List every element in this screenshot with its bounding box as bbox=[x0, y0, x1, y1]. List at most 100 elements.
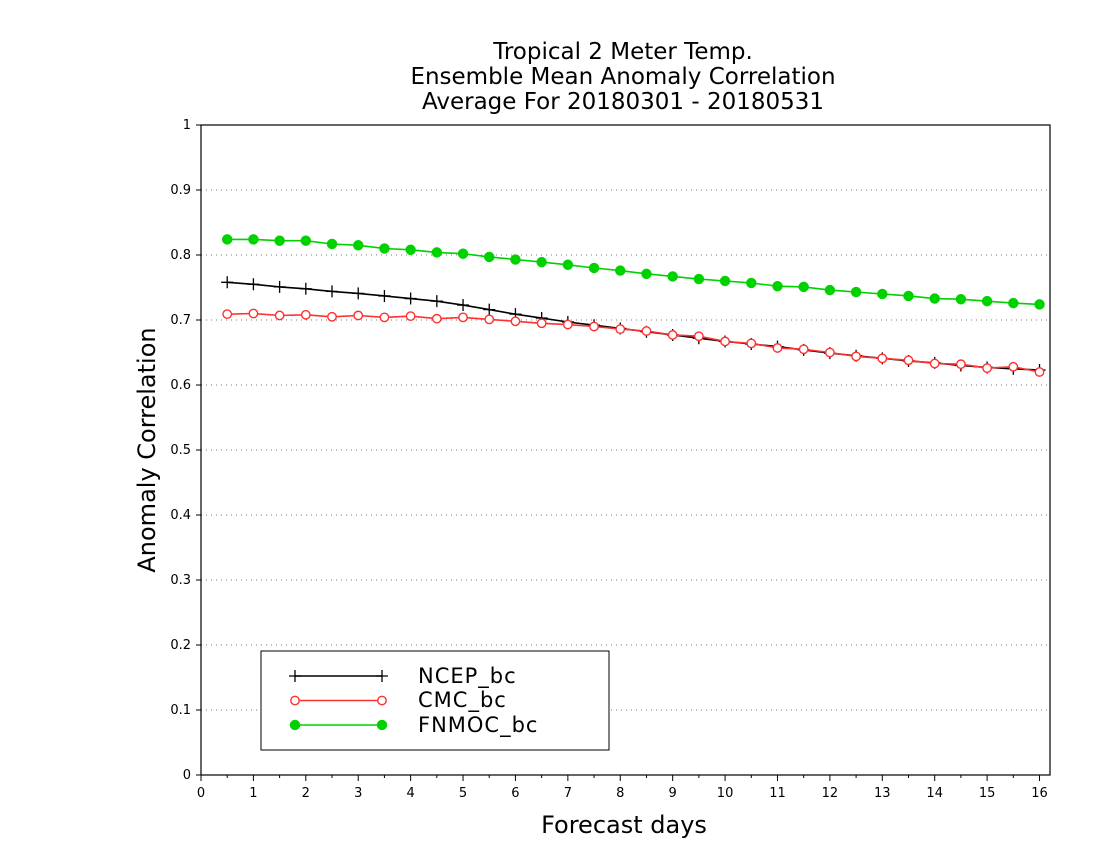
x-tick-label: 7 bbox=[564, 786, 572, 801]
data-point-fnmoc bbox=[248, 234, 259, 245]
data-point-ncep bbox=[221, 276, 234, 289]
data-point-fnmoc bbox=[536, 256, 547, 268]
y-tick-label: 0.8 bbox=[170, 248, 191, 263]
data-point-cmc bbox=[746, 338, 757, 349]
legend-label-cmc: CMC_bc bbox=[418, 688, 507, 713]
legend: NCEP_bc CMC_bc FNMOC_bc bbox=[260, 650, 610, 751]
y-tick-label: 0.9 bbox=[170, 183, 191, 198]
legend-marker-cmc bbox=[377, 695, 387, 706]
x-tick-label: 15 bbox=[979, 786, 996, 801]
y-tick-label: 0.2 bbox=[170, 638, 191, 653]
data-point-cmc bbox=[667, 330, 678, 340]
data-point-fnmoc bbox=[746, 277, 757, 289]
data-point-fnmoc bbox=[615, 265, 626, 276]
x-tick-label: 3 bbox=[354, 786, 362, 801]
data-point-cmc bbox=[248, 308, 259, 319]
legend-marker-cmc bbox=[290, 695, 300, 706]
y-tick-label: 0.4 bbox=[170, 508, 191, 523]
y-tick-label: 0.3 bbox=[170, 573, 191, 588]
x-tick-label: 4 bbox=[406, 786, 414, 801]
legend-marker-fnmoc bbox=[289, 719, 301, 731]
data-point-fnmoc bbox=[221, 234, 233, 245]
data-point-fnmoc bbox=[405, 244, 416, 256]
data-point-ncep bbox=[430, 295, 443, 308]
x-tick-label: 2 bbox=[302, 786, 310, 801]
data-point-cmc bbox=[353, 310, 364, 321]
data-point-cmc bbox=[798, 344, 809, 355]
data-point-cmc bbox=[641, 326, 652, 336]
x-tick-label: 11 bbox=[769, 786, 786, 801]
data-point-cmc bbox=[956, 359, 966, 370]
series-cmc bbox=[222, 308, 1045, 377]
data-point-ncep bbox=[352, 287, 365, 300]
data-point-fnmoc bbox=[641, 268, 652, 280]
x-tick-label: 5 bbox=[459, 786, 467, 801]
data-point-fnmoc bbox=[824, 284, 836, 296]
data-point-fnmoc bbox=[457, 248, 469, 259]
data-point-cmc bbox=[1008, 361, 1019, 372]
data-point-fnmoc bbox=[352, 240, 364, 251]
data-point-cmc bbox=[562, 319, 573, 330]
data-point-fnmoc bbox=[431, 247, 443, 258]
data-point-cmc bbox=[327, 311, 337, 322]
legend-samples bbox=[289, 670, 388, 731]
data-point-ncep bbox=[457, 299, 470, 312]
data-point-cmc bbox=[379, 312, 390, 323]
data-point-fnmoc bbox=[1034, 299, 1045, 310]
data-point-cmc bbox=[458, 312, 468, 323]
data-point-fnmoc bbox=[483, 251, 495, 263]
series-line-fnmoc bbox=[227, 238, 1040, 306]
data-point-cmc bbox=[300, 309, 311, 320]
data-point-cmc bbox=[615, 324, 626, 334]
data-point-ncep bbox=[378, 289, 391, 302]
y-tick-label: 0.6 bbox=[170, 378, 191, 393]
data-point-ncep bbox=[483, 303, 496, 316]
data-point-cmc bbox=[851, 351, 861, 362]
data-point-cmc bbox=[982, 363, 993, 373]
x-axis-label: Forecast days bbox=[541, 811, 707, 839]
legend-marker-ncep bbox=[376, 670, 388, 682]
data-point-ncep bbox=[326, 285, 339, 298]
series-layer bbox=[221, 234, 1046, 377]
data-point-ncep bbox=[404, 292, 417, 305]
data-point-fnmoc bbox=[379, 243, 390, 254]
data-point-cmc bbox=[405, 311, 416, 321]
data-point-fnmoc bbox=[562, 259, 574, 270]
series-ncep bbox=[221, 276, 1046, 377]
x-tick-label: 0 bbox=[197, 786, 205, 801]
data-point-fnmoc bbox=[274, 235, 285, 246]
data-point-cmc bbox=[772, 343, 783, 353]
chart-title-line-3: Average For 20180301 - 20180531 bbox=[422, 89, 824, 115]
data-point-cmc bbox=[536, 318, 547, 329]
data-point-ncep bbox=[247, 278, 260, 291]
data-point-fnmoc bbox=[850, 286, 862, 298]
data-point-cmc bbox=[929, 358, 940, 369]
axis-ticks: 00.10.20.30.40.50.60.70.80.910 1 2 3 4 5 6 7 8 9 1… bbox=[170, 118, 1047, 801]
y-tick-label: 0.5 bbox=[170, 443, 191, 458]
data-point-cmc bbox=[1034, 367, 1045, 377]
x-tick-label: 1 bbox=[249, 786, 257, 801]
data-point-fnmoc bbox=[300, 235, 312, 246]
data-point-fnmoc bbox=[1008, 297, 1019, 309]
data-point-fnmoc bbox=[772, 280, 783, 292]
legend-marker-ncep bbox=[289, 670, 301, 682]
data-point-fnmoc bbox=[981, 295, 993, 307]
data-point-ncep bbox=[299, 282, 312, 295]
legend-marker-fnmoc bbox=[376, 719, 388, 731]
x-tick-label: 14 bbox=[926, 786, 943, 801]
y-axis-label: Anomaly Correlation bbox=[133, 327, 161, 572]
y-tick-label: 0 bbox=[183, 768, 191, 783]
x-tick-label: 16 bbox=[1031, 786, 1048, 801]
x-tick-label: 9 bbox=[669, 786, 677, 801]
y-tick-label: 1 bbox=[183, 118, 191, 133]
x-tick-label: 6 bbox=[511, 786, 519, 801]
x-tick-label: 10 bbox=[717, 786, 734, 801]
y-tick-label: 0.7 bbox=[170, 313, 191, 328]
data-point-fnmoc bbox=[667, 271, 678, 282]
data-point-fnmoc bbox=[588, 262, 600, 274]
legend-label-fnmoc: FNMOC_bc bbox=[418, 713, 538, 738]
x-tick-label: 12 bbox=[822, 786, 839, 801]
chart-title-line-2: Ensemble Mean Anomaly Correlation bbox=[410, 64, 835, 90]
data-point-fnmoc bbox=[798, 281, 809, 293]
series-line-cmc bbox=[227, 312, 1040, 373]
